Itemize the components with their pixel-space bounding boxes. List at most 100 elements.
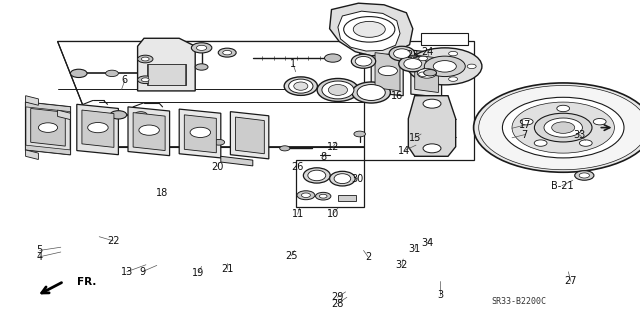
- Circle shape: [423, 144, 441, 153]
- Circle shape: [138, 55, 153, 63]
- Text: 13: 13: [120, 267, 133, 277]
- Circle shape: [512, 102, 614, 153]
- Ellipse shape: [357, 85, 385, 100]
- Polygon shape: [26, 102, 70, 112]
- Text: 26: 26: [291, 161, 304, 172]
- Text: 16: 16: [390, 91, 403, 101]
- Polygon shape: [147, 64, 186, 85]
- Circle shape: [593, 118, 606, 125]
- Polygon shape: [138, 38, 195, 91]
- Circle shape: [141, 78, 149, 82]
- Circle shape: [417, 69, 436, 78]
- Circle shape: [467, 64, 476, 69]
- Ellipse shape: [330, 171, 355, 186]
- Ellipse shape: [394, 49, 410, 58]
- Circle shape: [408, 48, 482, 85]
- Circle shape: [106, 70, 118, 77]
- Text: 8: 8: [320, 152, 326, 162]
- Text: 24: 24: [421, 47, 434, 57]
- Text: 5: 5: [36, 245, 43, 256]
- Circle shape: [534, 140, 547, 146]
- Circle shape: [38, 123, 58, 132]
- Polygon shape: [148, 64, 185, 85]
- Polygon shape: [58, 41, 397, 147]
- Polygon shape: [411, 50, 442, 97]
- Circle shape: [419, 56, 428, 61]
- Circle shape: [70, 69, 87, 78]
- Text: 27: 27: [564, 276, 577, 286]
- Circle shape: [297, 191, 315, 200]
- Text: 10: 10: [326, 209, 339, 219]
- Text: 12: 12: [326, 142, 339, 152]
- Polygon shape: [26, 150, 38, 160]
- Circle shape: [190, 127, 211, 137]
- Text: 30: 30: [351, 174, 364, 184]
- Text: 15: 15: [408, 133, 421, 143]
- Text: 9: 9: [139, 267, 145, 277]
- Circle shape: [520, 118, 533, 125]
- Ellipse shape: [389, 46, 415, 61]
- Circle shape: [579, 173, 589, 178]
- Polygon shape: [31, 108, 65, 146]
- Circle shape: [301, 193, 310, 197]
- Circle shape: [191, 43, 212, 53]
- Circle shape: [316, 192, 331, 200]
- Ellipse shape: [404, 59, 422, 69]
- Circle shape: [479, 85, 640, 170]
- Circle shape: [324, 54, 341, 62]
- Polygon shape: [184, 115, 216, 153]
- Ellipse shape: [308, 170, 326, 181]
- Ellipse shape: [294, 82, 308, 90]
- Circle shape: [134, 112, 147, 118]
- Ellipse shape: [352, 82, 390, 103]
- Circle shape: [557, 105, 570, 112]
- Circle shape: [449, 77, 458, 81]
- Circle shape: [218, 48, 236, 57]
- Text: 18: 18: [156, 188, 168, 198]
- Text: 14: 14: [398, 145, 411, 156]
- Ellipse shape: [334, 174, 351, 184]
- Text: 6: 6: [122, 75, 128, 85]
- Circle shape: [433, 61, 456, 72]
- Text: 3: 3: [437, 290, 444, 300]
- Polygon shape: [236, 117, 264, 154]
- Polygon shape: [221, 156, 253, 166]
- Circle shape: [280, 146, 290, 151]
- Bar: [338, 195, 356, 201]
- Circle shape: [424, 56, 465, 77]
- Text: 19: 19: [192, 268, 205, 278]
- Circle shape: [354, 131, 365, 137]
- Polygon shape: [408, 96, 456, 156]
- Circle shape: [353, 21, 385, 37]
- Circle shape: [139, 125, 159, 135]
- Text: 21: 21: [221, 263, 234, 274]
- Circle shape: [474, 83, 640, 172]
- Circle shape: [544, 118, 582, 137]
- Polygon shape: [77, 104, 118, 155]
- Ellipse shape: [355, 56, 372, 66]
- Polygon shape: [230, 112, 269, 159]
- Text: 17: 17: [518, 120, 531, 130]
- Circle shape: [552, 122, 575, 133]
- Ellipse shape: [351, 54, 376, 68]
- Text: B-21: B-21: [550, 181, 573, 191]
- Circle shape: [378, 66, 397, 76]
- Polygon shape: [415, 55, 438, 93]
- Polygon shape: [375, 53, 400, 91]
- Polygon shape: [338, 11, 400, 51]
- Text: FR.: FR.: [77, 277, 96, 287]
- Text: SR33-B2200C: SR33-B2200C: [491, 297, 546, 306]
- Ellipse shape: [289, 79, 313, 93]
- Circle shape: [449, 51, 458, 56]
- Text: 7: 7: [522, 130, 528, 140]
- Text: 11: 11: [291, 209, 304, 219]
- Circle shape: [110, 111, 127, 119]
- Polygon shape: [364, 41, 474, 160]
- Circle shape: [196, 45, 207, 50]
- Circle shape: [213, 139, 225, 145]
- Circle shape: [88, 122, 108, 133]
- Ellipse shape: [317, 78, 359, 101]
- Polygon shape: [82, 110, 114, 147]
- Text: 20: 20: [211, 161, 224, 172]
- Circle shape: [223, 50, 232, 55]
